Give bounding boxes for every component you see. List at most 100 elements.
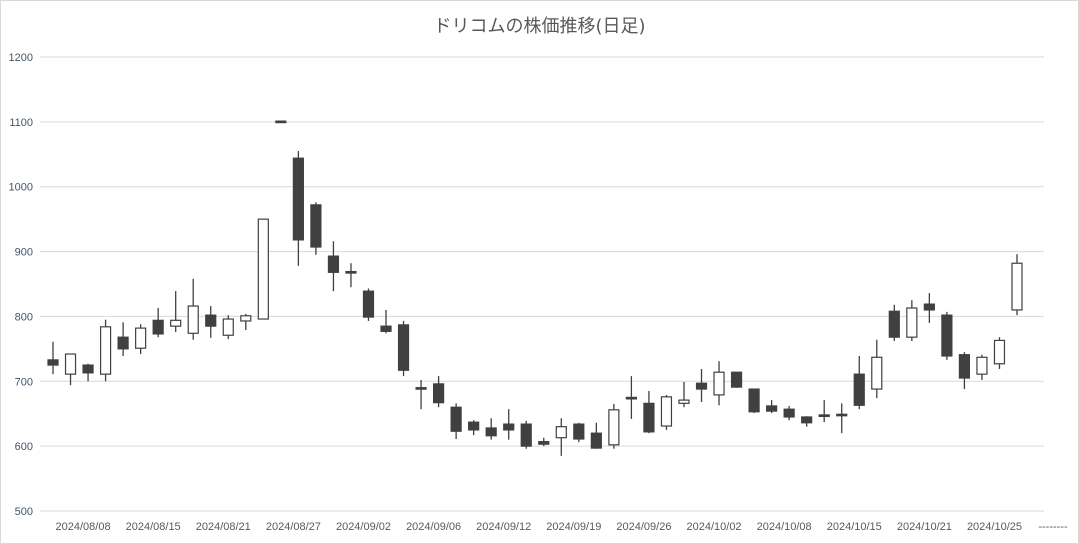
candle-body-down [415, 387, 427, 390]
x-tick-label: 2024/10/15 [827, 521, 882, 533]
candle-body-up [608, 409, 620, 446]
candle [958, 352, 971, 390]
candle-body-up [1011, 262, 1023, 311]
candle-body-down [625, 396, 638, 400]
candle-body-down [327, 255, 340, 273]
candle [766, 400, 778, 414]
candle [47, 341, 59, 375]
candle-body-down [345, 270, 357, 274]
candle-body-down [958, 354, 971, 379]
candle [503, 409, 515, 440]
candle-body-down [205, 314, 217, 327]
x-tick-label: 2024/10/02 [687, 521, 742, 533]
candle-body-up [170, 319, 182, 327]
candle-body-down [362, 290, 375, 318]
candle-body-down [748, 388, 760, 413]
candle-body-up [713, 371, 725, 396]
candle [573, 422, 585, 443]
candle [117, 322, 129, 356]
x-tick-label: 2024/09/02 [336, 521, 391, 533]
candle-body-down [643, 402, 655, 433]
x-tick-label: 2024/10/08 [757, 521, 812, 533]
candle [362, 288, 375, 321]
candle-body-down [766, 405, 778, 412]
candle [923, 293, 935, 323]
candle-body-up [240, 315, 252, 322]
candle-body-up [836, 413, 848, 417]
candle-body-up [222, 318, 234, 336]
candle-body-down [538, 441, 550, 445]
candle [205, 306, 217, 338]
candle [170, 291, 182, 332]
candle [818, 400, 830, 423]
candle [801, 416, 813, 427]
candle [222, 315, 234, 340]
candle [941, 311, 953, 360]
candle-body-down [590, 432, 602, 449]
candle-body-up [678, 399, 690, 404]
x-tick-label: 2024/09/12 [476, 521, 531, 533]
x-tick-label: -------- [1038, 521, 1068, 533]
y-tick-label: 700 [15, 376, 33, 388]
candle [135, 324, 147, 355]
candle [327, 241, 340, 292]
candle [976, 354, 988, 380]
candle-body-down [485, 427, 497, 437]
candles [47, 120, 1023, 456]
candle [678, 381, 690, 408]
candle-body-down [730, 371, 743, 388]
x-tick-label: 2024/10/25 [967, 521, 1022, 533]
candle [99, 319, 112, 382]
candle-body-down [450, 406, 462, 432]
candle-body-down [888, 310, 900, 338]
y-tick-label: 600 [15, 441, 33, 453]
candle [853, 355, 865, 410]
candle [871, 339, 883, 399]
candle-body-down [923, 303, 935, 311]
candle [660, 394, 673, 430]
candle [152, 307, 164, 338]
candle [310, 202, 322, 255]
candle [257, 218, 269, 320]
candle-body-down [783, 408, 795, 418]
candle-body-up [906, 307, 918, 338]
candle-body-down [468, 421, 480, 431]
y-tick-label: 1000 [9, 182, 33, 194]
candle [730, 371, 743, 388]
x-tick-label: 2024/08/21 [196, 521, 251, 533]
x-tick-label: 2024/08/27 [266, 521, 321, 533]
candle-body-down [152, 319, 164, 335]
x-tick-label: 2024/09/26 [616, 521, 671, 533]
candle [345, 263, 357, 288]
x-tick-label: 2024/08/15 [126, 521, 181, 533]
candle [1011, 254, 1023, 316]
candle-body-down [117, 336, 129, 350]
candle [625, 376, 638, 419]
y-tick-label: 900 [15, 247, 33, 259]
candle-body-down [47, 359, 59, 366]
candle [380, 309, 392, 334]
candle [608, 403, 620, 449]
candle [520, 420, 532, 449]
candle-body-up [660, 396, 673, 427]
candle [836, 403, 848, 434]
candle-body-down [853, 373, 865, 406]
candle [82, 363, 94, 382]
candle [468, 420, 480, 436]
candle-body-down [695, 382, 708, 390]
candle-body-down [520, 423, 532, 447]
candle-body-down [292, 157, 304, 241]
y-tick-label: 1100 [9, 117, 33, 129]
candle [538, 437, 550, 447]
candle-body-down [941, 314, 953, 357]
x-axis-labels: 2024/08/08 2024/08/15 2024/08/21 2024/08/27… [56, 521, 1068, 533]
candle-body-up [871, 356, 883, 390]
candle-body-down [573, 423, 585, 440]
candle [292, 151, 304, 266]
candle [643, 391, 655, 434]
candle [748, 388, 760, 414]
y-tick-label: 500 [15, 506, 33, 518]
candle [906, 300, 918, 342]
candle-body-down [503, 423, 515, 431]
